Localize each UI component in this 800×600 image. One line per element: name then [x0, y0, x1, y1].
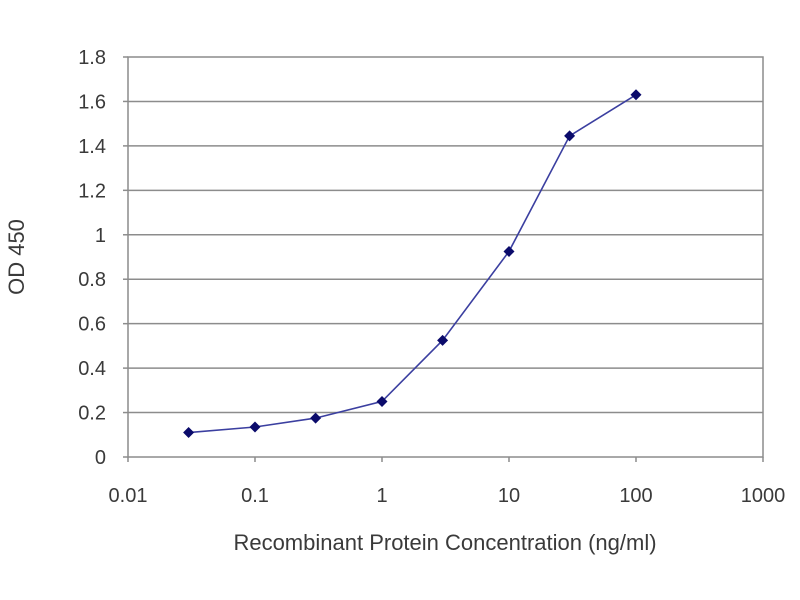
- y-tick-labels: 0 0.2 0.4 0.6 0.8 1 1.2 1.4 1.6 1.8: [78, 47, 106, 469]
- x-tick-label: 10: [498, 485, 520, 507]
- data-point: [630, 89, 642, 101]
- y-tick-label: 1.4: [78, 136, 106, 158]
- x-tick-label: 0.01: [109, 485, 148, 507]
- y-tick-label: 0.4: [78, 358, 106, 380]
- y-tick-label: 0.6: [78, 314, 106, 336]
- series-line: [188, 94, 637, 434]
- data-point: [437, 334, 449, 346]
- x-tick-label: 1000: [741, 485, 786, 507]
- x-tick-label: 100: [619, 485, 652, 507]
- data-point: [564, 130, 576, 142]
- y-tick-label: 1: [95, 225, 106, 247]
- y-tick-label: 0.8: [78, 269, 106, 291]
- plot-area: [127, 56, 764, 458]
- y-tick-label: 1.2: [78, 180, 106, 202]
- data-point: [503, 245, 515, 257]
- data-point: [376, 395, 388, 407]
- x-tick-label: 0.1: [241, 485, 269, 507]
- x-tick-label: 1: [376, 485, 387, 507]
- x-axis-title: Recombinant Protein Concentration (ng/ml…: [233, 530, 656, 555]
- y-tick-label: 1.8: [78, 47, 106, 69]
- series-layer: [183, 89, 642, 439]
- y-tick-label: 0: [95, 447, 106, 469]
- data-point: [310, 412, 322, 424]
- data-point: [249, 421, 261, 433]
- x-tick-labels: 0.01 0.1 1 10 100 1000: [109, 485, 786, 507]
- data-point: [183, 427, 195, 439]
- y-axis-title: OD 450: [4, 219, 29, 295]
- gridlines: [123, 56, 764, 462]
- y-tick-label: 0.2: [78, 403, 106, 425]
- y-tick-label: 1.6: [78, 91, 106, 113]
